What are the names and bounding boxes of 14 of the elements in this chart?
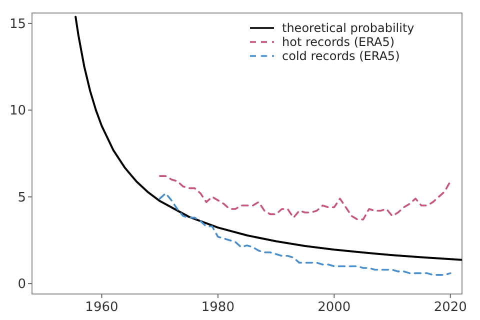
y-tick-label: 5	[18, 190, 26, 206]
legend-label: theoretical probability	[282, 21, 414, 35]
x-tick-label: 2000	[318, 300, 351, 315]
line-series	[158, 192, 452, 276]
y-tick-label: 15	[9, 16, 26, 32]
legend-label: cold records (ERA5)	[282, 49, 400, 63]
legend-label: hot records (ERA5)	[282, 35, 395, 49]
y-tick-label: 0	[18, 277, 26, 292]
x-tick-label: 1960	[85, 300, 118, 315]
line-series	[158, 175, 452, 220]
x-tick-label: 1980	[201, 300, 234, 315]
x-tick-label: 2020	[434, 300, 467, 315]
line-series	[74, 16, 462, 261]
y-tick-label: 10	[9, 104, 26, 119]
